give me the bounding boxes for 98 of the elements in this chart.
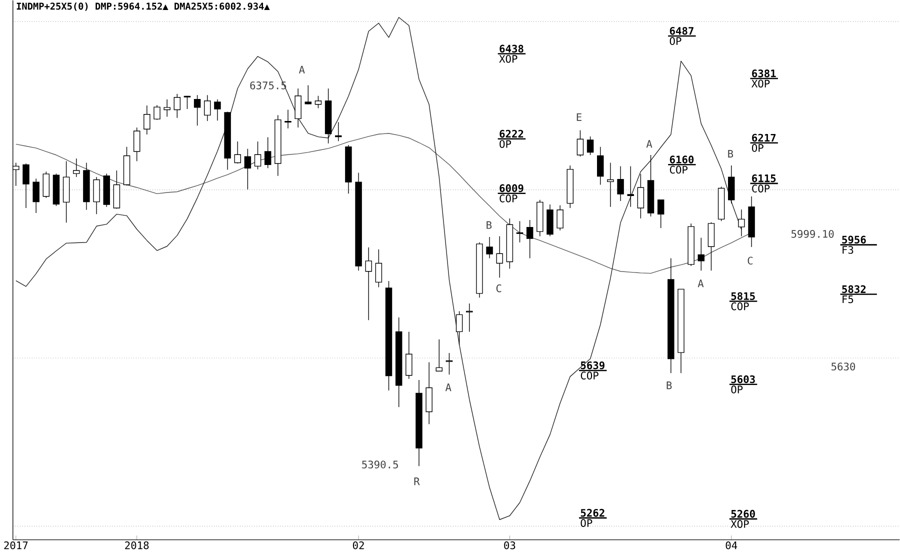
annotation: XOP	[752, 80, 770, 88]
annotation: OP	[500, 140, 512, 148]
annotation: 5390.5	[362, 460, 398, 469]
candlestick	[627, 166, 634, 208]
annotation: OP	[670, 37, 682, 46]
annotation: OP	[752, 144, 764, 152]
candlestick	[556, 205, 564, 231]
candlestick	[314, 96, 322, 109]
x-tick-label: 2018	[125, 542, 149, 550]
annotation: E	[576, 114, 582, 122]
candlestick	[42, 172, 50, 198]
x-tick-label: 02	[352, 542, 364, 550]
annotation: 6487	[670, 27, 694, 36]
annotation: COP	[731, 302, 749, 310]
candlestick	[154, 105, 160, 120]
annotation: XOP	[499, 55, 518, 64]
candlestick	[73, 158, 80, 178]
annotation: 5260	[731, 510, 755, 518]
annotation: XOP	[730, 520, 749, 528]
candlestick	[446, 352, 453, 376]
candlestick	[284, 110, 292, 129]
text: 5832	[842, 286, 866, 294]
annotation: 6160	[670, 156, 694, 164]
annotation: A	[298, 66, 305, 74]
annotation: C	[496, 284, 502, 292]
annotation: 5262	[580, 509, 604, 518]
text: F5	[842, 296, 854, 304]
annotation: C	[748, 256, 753, 265]
annotation: B	[486, 221, 492, 230]
candlestick	[436, 339, 443, 372]
candlestick	[496, 236, 503, 278]
candlestick	[304, 85, 312, 105]
candlestick	[406, 332, 412, 380]
annotation: A	[698, 280, 704, 288]
candlestick	[133, 127, 140, 162]
annotation: 5815	[731, 292, 755, 300]
annotation: A	[445, 384, 452, 392]
x-tick-label: 04	[726, 542, 738, 550]
annotation: B	[728, 150, 734, 158]
annotation: 5639	[580, 362, 604, 370]
candlestick	[22, 163, 30, 209]
candlestick	[516, 221, 524, 243]
candlestick	[728, 165, 735, 204]
candlestick	[365, 247, 372, 321]
candlestick	[597, 146, 604, 186]
candlestick	[526, 220, 534, 259]
candlestick	[32, 178, 40, 214]
candlestick	[294, 88, 302, 128]
annotation: 6222	[500, 130, 524, 138]
candlestick	[466, 303, 473, 332]
candlestick	[164, 99, 170, 118]
annotation: 5603	[731, 376, 755, 384]
chart-title: INDMP+25X5(0) DMP:5964.152▲ DMA25X5:6002.934▲	[16, 2, 270, 12]
candlestick	[214, 99, 221, 122]
candlestick	[254, 141, 262, 170]
annotation: COP	[580, 372, 598, 380]
candlestick	[637, 174, 644, 219]
candlestick	[657, 200, 664, 229]
candlestick	[264, 137, 272, 169]
candlestick	[244, 148, 252, 190]
candlestick	[576, 130, 584, 158]
candlestick	[113, 170, 120, 210]
candlestick	[456, 311, 463, 346]
annotation: OP	[580, 519, 592, 528]
candlestick	[738, 209, 745, 237]
candlestick	[586, 136, 594, 156]
candlestick	[708, 222, 715, 272]
candlestick	[184, 96, 191, 110]
text: 5956	[842, 236, 866, 244]
candlestick	[93, 176, 100, 215]
annotation: 6115	[752, 174, 776, 182]
annotation: 6381	[752, 70, 776, 78]
annotation: COP	[500, 194, 518, 203]
annotation: 6217	[752, 134, 776, 142]
candlestick	[486, 236, 493, 259]
annotation: 6009	[500, 184, 524, 192]
x-tick-label: 03	[504, 542, 516, 550]
annotation: R	[414, 478, 420, 486]
annotation: OP	[731, 386, 743, 394]
text: 5630	[832, 362, 856, 371]
x-tick-label: 2017	[4, 542, 28, 550]
annotation: 6438	[500, 44, 524, 53]
candlestick	[698, 238, 705, 272]
annotation: A	[646, 140, 652, 148]
annotation: B	[666, 382, 672, 390]
text: F3	[842, 246, 854, 254]
annotation: COP	[670, 166, 688, 174]
candlestick	[194, 94, 201, 126]
candlestick	[617, 166, 624, 202]
candlestick	[234, 141, 241, 164]
candlestick	[607, 162, 614, 208]
candlestick	[144, 105, 150, 136]
candlestick	[375, 249, 382, 288]
candlestick	[174, 94, 181, 118]
annotation: COP	[752, 184, 770, 193]
candlestick	[204, 94, 211, 122]
text: 5999.10	[791, 230, 834, 238]
candlestick	[426, 362, 432, 425]
